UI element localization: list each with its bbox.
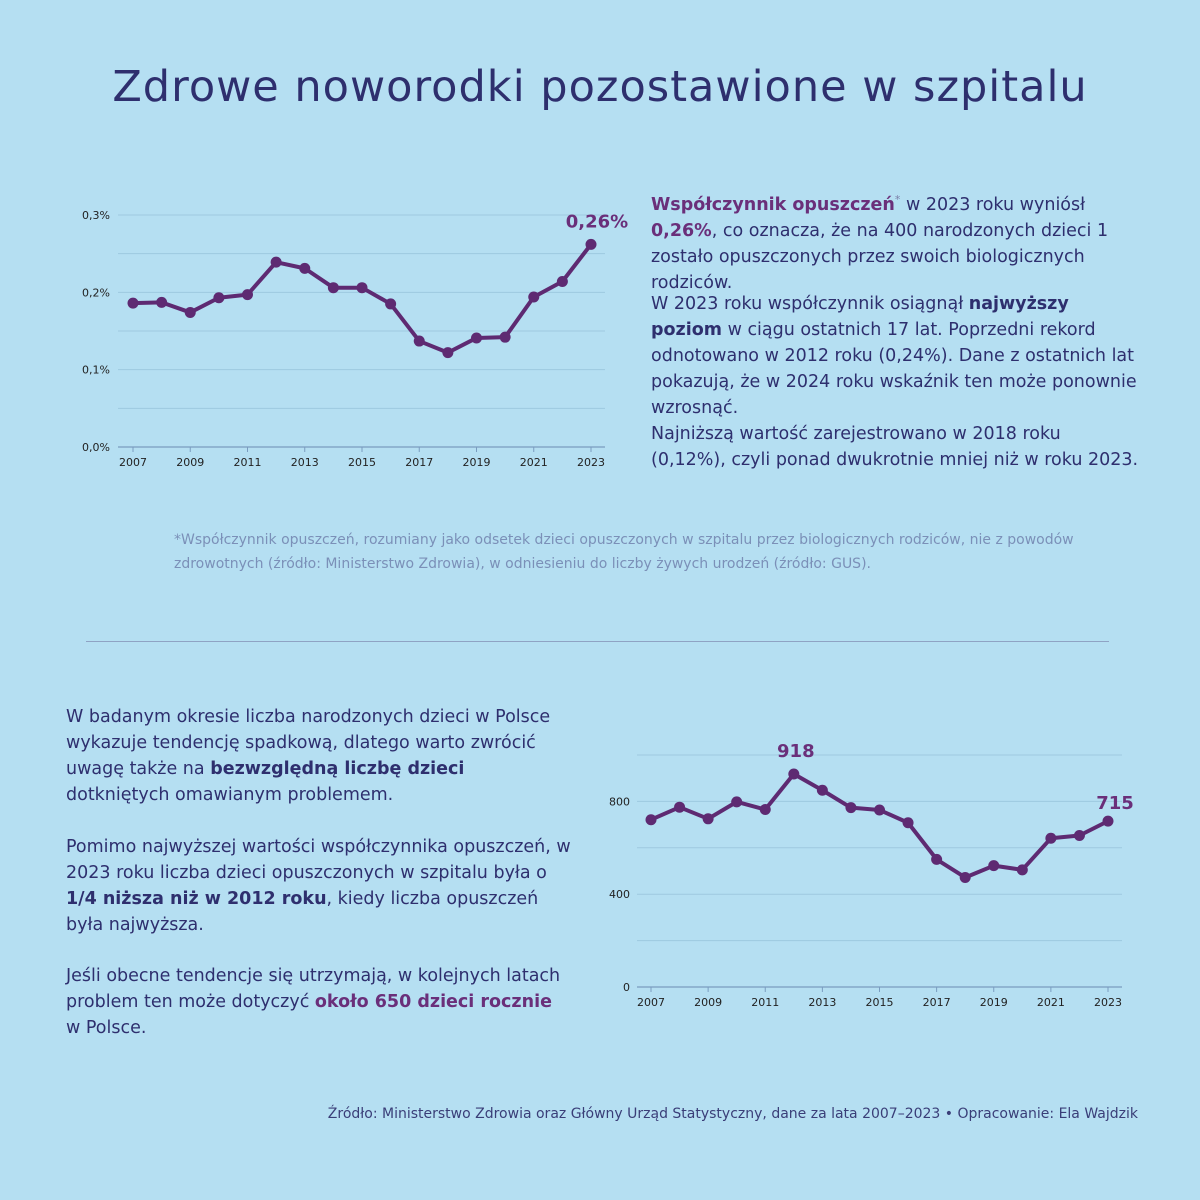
rate-record-highlight: najwyższy poziom: [651, 294, 1069, 340]
count-intro-before: W badanym okresie liczba narodzonych dzi…: [66, 707, 551, 779]
x-tick-label: 2009: [176, 456, 204, 469]
x-tick-label: 2011: [234, 456, 262, 469]
data-point: [413, 335, 425, 347]
data-point: [213, 292, 225, 304]
x-tick-label: 2019: [463, 456, 491, 469]
data-point: [759, 804, 771, 816]
count-comparison-highlight: 1/4 niższa niż w 2012 roku: [66, 889, 327, 909]
y-tick-label: 0,2%: [82, 286, 110, 299]
data-point: [499, 331, 511, 343]
series-line: [650, 772, 1109, 880]
x-tick-label: 2017: [405, 456, 433, 469]
data-point: [327, 282, 339, 294]
data-point: [184, 306, 196, 318]
count-forecast-after: w Polsce.: [66, 1018, 147, 1038]
rate-record-after: w ciągu ostatnich 17 lat. Poprzedni reko…: [651, 320, 1137, 418]
data-point: [1016, 864, 1028, 876]
data-point: [242, 289, 253, 301]
data-label: 0,26%: [566, 211, 628, 232]
data-point: [270, 256, 282, 268]
rate-line-chart: 0,0% 0,1% 0,2% 0,3% 2007 2009 2011 2013 2015 2017…: [82, 209, 628, 469]
x-tick-label: 2015: [866, 996, 894, 1009]
count-forecast-highlight: około 650 dzieci rocznie: [314, 992, 552, 1012]
data-label: 715: [1096, 793, 1134, 814]
data-point: [528, 291, 540, 303]
data-point: [471, 332, 482, 344]
rate-term: Współczynnik opuszczeń: [651, 194, 895, 215]
x-tick-label: 2017: [923, 996, 951, 1009]
x-tick-label: 2013: [291, 456, 319, 469]
series-line: [132, 243, 593, 355]
data-point: [127, 297, 139, 309]
count-comparison-paragraph: Pomimo najwyższej wartości współczynnika…: [66, 834, 576, 938]
data-point: [1073, 830, 1085, 842]
data-point: [702, 813, 714, 825]
count-forecast-before: Jeśli obecne tendencje się utrzymają, w …: [66, 966, 561, 1012]
rate-summary-rest: , co oznacza, że na 400 narodzonych dzie…: [651, 220, 1109, 293]
count-intro-highlight: bezwzględną liczbę dzieci: [210, 759, 465, 779]
count-comparison-before: Pomimo najwyższej wartości współczynnika…: [66, 837, 571, 883]
data-point: [585, 238, 597, 250]
rate-record-paragraph: W 2023 roku współczynnik osiągnął najwyż…: [651, 291, 1141, 421]
data-point: [356, 282, 368, 294]
data-point: [556, 276, 568, 288]
data-point: [1102, 815, 1114, 827]
footnote-marker: *: [894, 193, 901, 206]
rate-lowest-paragraph: Najniższą wartość zarejestrowano w 2018 …: [651, 424, 1139, 470]
data-point: [816, 784, 828, 796]
data-point: [1045, 832, 1057, 844]
data-point: [156, 296, 168, 308]
y-tick-label: 0: [623, 981, 630, 994]
data-point: [731, 796, 743, 808]
count-line-chart: 0 400 800 2007 2009 2011 2013 2015 2017 2019 2021 2…: [609, 741, 1134, 1009]
footnote: *Współczynnik opuszczeń, rozumiany jako …: [174, 532, 1074, 572]
data-point: [674, 801, 686, 813]
y-tick-label: 0,1%: [82, 364, 110, 377]
count-comparison-after: , kiedy liczba opuszczeń była najwyższa.: [66, 889, 539, 935]
y-tick-label: 400: [609, 888, 630, 901]
x-tick-label: 2011: [751, 996, 779, 1009]
x-tick-label: 2015: [348, 456, 376, 469]
x-tick-label: 2023: [577, 456, 605, 469]
x-tick-label: 2019: [980, 996, 1008, 1009]
x-tick-label: 2007: [119, 456, 147, 469]
data-label: 918: [777, 741, 815, 762]
y-tick-label: 0,3%: [82, 209, 110, 222]
data-point: [902, 817, 914, 829]
data-point: [959, 871, 971, 883]
count-intro-after: dotkniętych omawianym problemem.: [66, 785, 394, 805]
source-credit: Źródło: Ministerstwo Zdrowia oraz Główny…: [327, 1106, 1138, 1122]
data-point: [874, 804, 885, 816]
data-point: [788, 768, 800, 780]
page-title: Zdrowe noworodki pozostawione w szpitalu: [112, 62, 1088, 112]
data-point: [385, 298, 397, 310]
rate-summary-paragraph: Współczynnik opuszczeń* w 2023 roku wyni…: [651, 187, 1141, 296]
rate-value: 0,26%: [651, 220, 712, 241]
y-tick-label: 800: [609, 795, 630, 808]
x-tick-label: 2021: [1037, 996, 1065, 1009]
count-intro-paragraph: W badanym okresie liczba narodzonych dzi…: [66, 704, 566, 808]
data-point: [931, 853, 943, 865]
y-tick-label: 0,0%: [82, 441, 110, 454]
section-divider: [86, 641, 1109, 642]
x-tick-label: 2021: [520, 456, 548, 469]
x-tick-label: 2013: [808, 996, 836, 1009]
count-forecast-paragraph: Jeśli obecne tendencje się utrzymają, w …: [66, 963, 566, 1041]
data-point: [988, 860, 1000, 872]
x-tick-label: 2023: [1094, 996, 1122, 1009]
data-point: [299, 262, 311, 274]
data-point: [442, 347, 454, 359]
x-tick-label: 2007: [637, 996, 665, 1009]
data-point: [645, 814, 657, 826]
rate-summary-mid: w 2023 roku wyniósł: [900, 194, 1086, 215]
data-point: [845, 802, 857, 814]
x-tick-label: 2009: [694, 996, 722, 1009]
rate-record-before: W 2023 roku współczynnik osiągnął: [651, 294, 969, 314]
